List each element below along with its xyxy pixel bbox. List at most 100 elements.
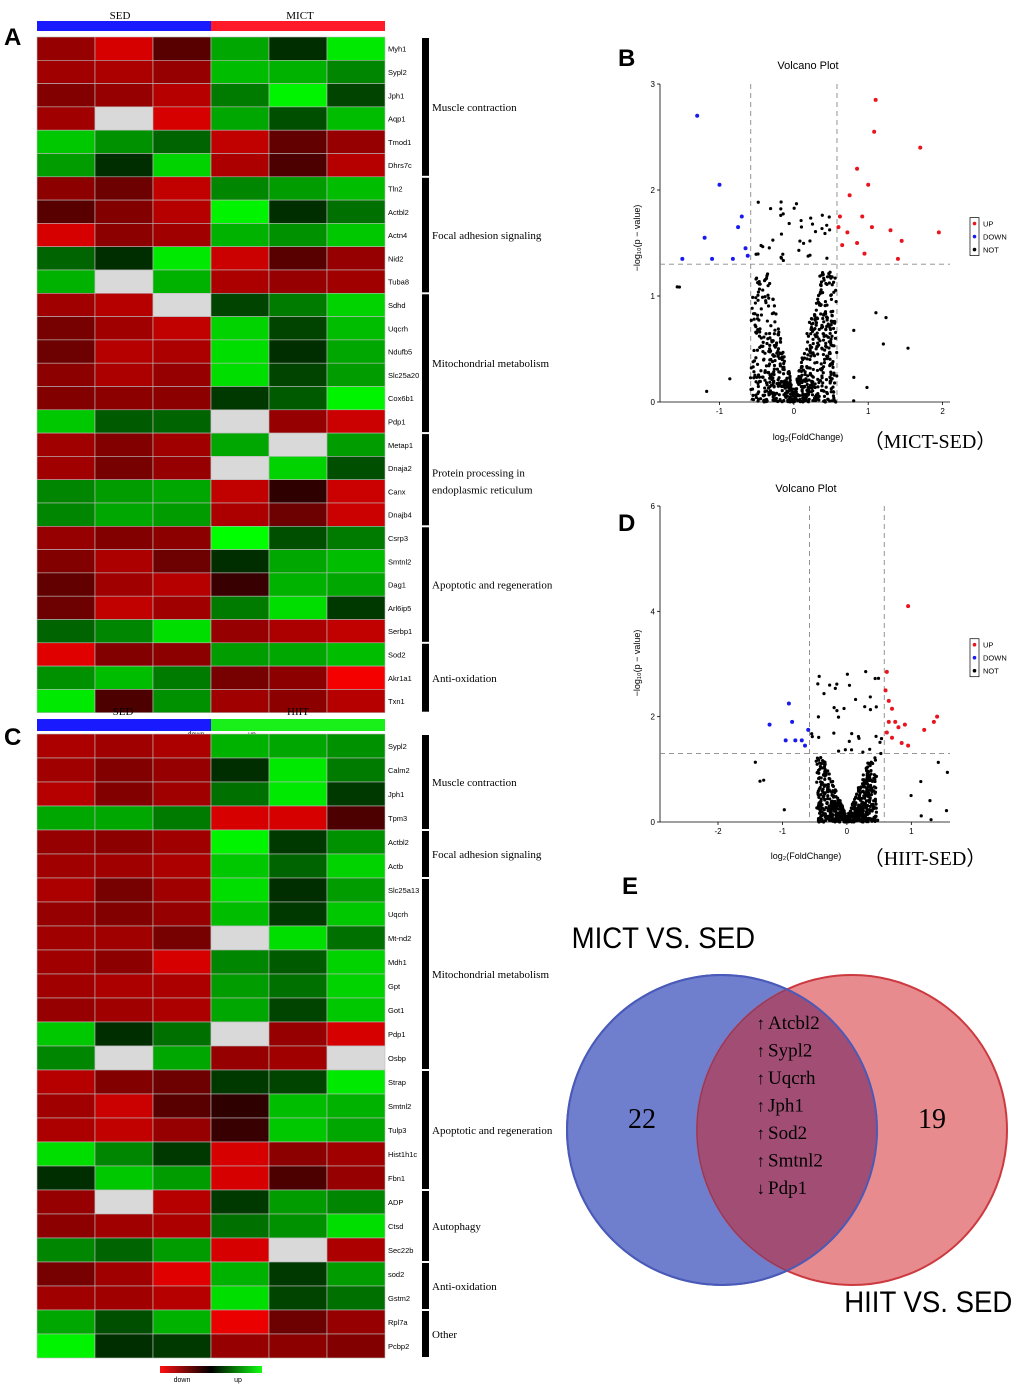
heatmap-cell (36, 805, 96, 831)
not-point (819, 362, 823, 366)
venn-shared-gene: Pdp1 (768, 1178, 807, 1199)
heatmap-cell (36, 829, 96, 855)
heatmap-cell (94, 339, 154, 364)
color-scale-high-label: up (234, 1377, 242, 1384)
not-point (829, 370, 833, 374)
heatmap-cell (36, 733, 96, 759)
heatmap-cell (152, 665, 212, 690)
not-point (770, 339, 775, 343)
heatmap-cell (210, 1237, 270, 1263)
not-point (850, 732, 854, 736)
not-point (828, 797, 832, 801)
heatmap-cell (268, 432, 328, 457)
not-point (785, 376, 789, 381)
not-point (866, 816, 871, 820)
not-point (829, 372, 833, 377)
not-point (819, 761, 824, 766)
not-point (817, 303, 822, 307)
not-point (761, 358, 766, 362)
not-point (777, 384, 781, 388)
heatmap-cell (36, 502, 96, 527)
not-point (805, 382, 809, 387)
heatmap-cell (36, 925, 96, 951)
not-point (782, 398, 786, 403)
not-point (868, 747, 872, 751)
not-point (821, 316, 825, 321)
gene-label: Calm2 (388, 766, 410, 775)
gene-label: Canx (388, 487, 406, 496)
not-point (825, 223, 829, 227)
not-point (728, 377, 732, 381)
up-point (906, 604, 911, 609)
heatmap-cell (268, 925, 328, 951)
not-point (813, 317, 817, 321)
not-point (865, 385, 869, 390)
not-point (874, 705, 878, 709)
heatmap-cell (326, 176, 386, 201)
not-point (766, 337, 770, 341)
not-point (824, 385, 828, 389)
not-point (794, 387, 799, 391)
not-point (808, 366, 812, 370)
not-point (802, 352, 807, 356)
heatmap-cell (268, 83, 328, 108)
not-point (821, 773, 826, 777)
not-point (871, 789, 876, 793)
volcano-d-ylabel: −log₁₀(p − value) (632, 630, 642, 697)
not-point (832, 805, 836, 810)
not-point (821, 381, 825, 385)
heatmap-cell (326, 386, 386, 411)
not-point (792, 206, 796, 210)
volcano-d-plot: -2 -1 0 1 0 2 4 6 UP DOWN NOT (651, 502, 1007, 836)
not-point (868, 804, 872, 809)
heatmap-cell (94, 456, 154, 480)
heatmap-cell (36, 223, 96, 247)
not-point (772, 343, 776, 348)
heatmap-cell (94, 781, 154, 807)
not-point (824, 341, 828, 346)
heatmap-cell (210, 176, 270, 201)
not-point (781, 212, 785, 216)
heatmap-cell (326, 456, 386, 480)
not-point (821, 365, 826, 369)
heatmap-cell (268, 176, 328, 201)
heatmap-cell (326, 292, 386, 317)
heatmap-cell (326, 805, 386, 831)
not-point (809, 332, 813, 336)
heatmap-cell (268, 1141, 328, 1167)
not-point (833, 321, 837, 325)
heatmap-cell (326, 733, 386, 759)
up-point (922, 727, 927, 732)
not-point (873, 791, 877, 795)
not-point (826, 782, 830, 787)
not-point (796, 378, 800, 383)
not-point (847, 683, 852, 687)
not-point (777, 330, 781, 334)
heatmap-cell (326, 59, 386, 84)
heatmap-cell (152, 619, 212, 644)
not-point (775, 367, 779, 371)
heatmap-cell (268, 525, 328, 550)
not-point (878, 740, 882, 744)
not-point (819, 792, 823, 797)
pathway-bracket (422, 38, 429, 176)
not-point (750, 306, 754, 310)
heatmap-cell (94, 901, 154, 927)
not-point (857, 789, 861, 793)
heatmap-cell (210, 901, 270, 927)
heatmap-cell (268, 572, 328, 597)
not-point (819, 280, 824, 284)
heatmap-cell (94, 925, 154, 951)
venn-count-left: 22 (628, 1104, 656, 1135)
heatmap-cell (210, 572, 270, 597)
heatmap-cell (94, 129, 154, 154)
down-point (710, 256, 715, 261)
not-point (752, 370, 756, 374)
not-point (827, 281, 831, 285)
not-point (873, 779, 877, 784)
not-point (819, 288, 823, 292)
heatmap-cell (94, 1189, 154, 1215)
not-point (827, 215, 831, 219)
gene-label: Tulp3 (388, 1126, 406, 1135)
heatmap-cell (36, 456, 96, 480)
